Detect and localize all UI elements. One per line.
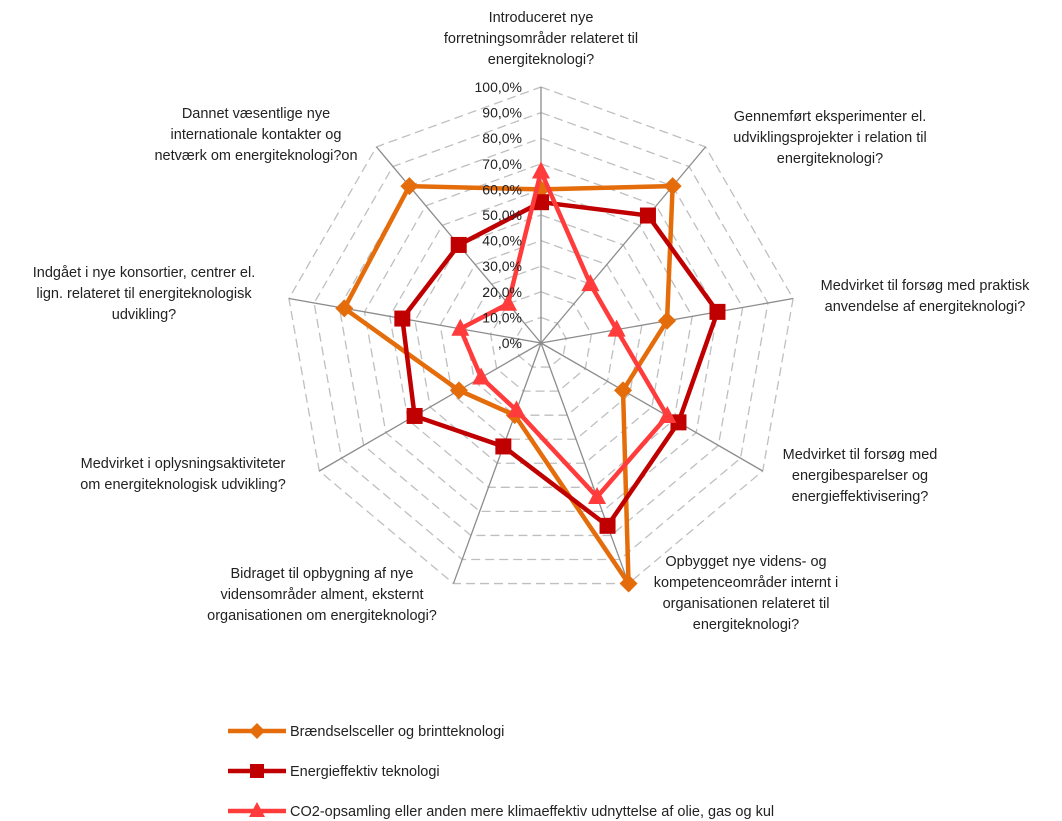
series-2	[394, 194, 726, 534]
tick-label: ,0%	[498, 335, 522, 351]
grid-ring	[363, 163, 719, 513]
category-label: Medvirket til forsøg med praktisk anvende…	[821, 278, 1030, 315]
data-point-marker	[658, 405, 677, 423]
tick-label: 20,0%	[482, 284, 522, 300]
grid-ring	[313, 111, 769, 561]
legend-label: Energieffektiv teknologi	[290, 764, 440, 780]
tick-label: 90,0%	[482, 105, 522, 121]
data-point-marker	[658, 311, 677, 330]
legend-item: Brændselsceller og brintteknologi	[228, 723, 504, 740]
category-label: Medvirket til forsøg med energibesparelse…	[783, 447, 938, 505]
legend-marker	[249, 723, 265, 739]
legend-item: CO2-opsamling eller anden mere klimaeffe…	[228, 802, 774, 820]
category-label: Bidraget til opbygning af nye vidensområd…	[207, 566, 437, 624]
radar-series	[335, 161, 726, 593]
legend-label: CO2-opsamling eller anden mere klimaeffe…	[290, 804, 774, 820]
category-label: Indgået i nye konsortier, centrer el. lig…	[33, 265, 255, 323]
category-label: Opbygget nye videns- og kompetenceområder…	[654, 554, 839, 633]
legend-item: Energieffektiv teknologi	[228, 764, 440, 780]
legend-label: Brændselsceller og brintteknologi	[290, 724, 504, 740]
data-point-marker	[663, 177, 682, 196]
data-point-marker	[499, 293, 518, 311]
data-point-marker	[449, 381, 468, 400]
data-point-marker	[495, 438, 512, 455]
series-line	[399, 199, 720, 530]
data-point-marker	[400, 177, 419, 196]
grid-ring	[414, 214, 668, 464]
grid-ring	[489, 291, 593, 392]
axis-spoke	[540, 342, 764, 472]
category-label: Dannet væsentlige nye internationale kont…	[154, 106, 357, 164]
data-point-marker	[533, 194, 549, 211]
tick-label: 40,0%	[482, 233, 522, 249]
tick-label: 50,0%	[482, 207, 522, 223]
grid-ring	[288, 86, 794, 585]
legend: Brændselsceller og brintteknologi Energie…	[228, 723, 774, 820]
category-label: Medvirket i oplysningsaktiviteter om ener…	[80, 456, 286, 493]
axis-spoke	[540, 146, 707, 344]
category-label: Introduceret nye forretningsområder relat…	[444, 10, 638, 68]
data-point-marker	[607, 319, 626, 337]
data-point-marker	[406, 407, 423, 424]
axis-spoke	[540, 342, 630, 584]
data-point-marker	[335, 299, 354, 318]
tick-label: 60,0%	[482, 181, 522, 197]
data-point-marker	[599, 517, 616, 534]
data-point-marker	[581, 274, 600, 292]
legend-marker	[250, 764, 264, 778]
tick-label: 30,0%	[482, 258, 522, 274]
data-point-marker	[639, 207, 656, 224]
grid-ring	[515, 316, 567, 368]
grid-ring	[389, 188, 693, 488]
radial-tick-labels: ,0% 10,0% 20,0% 30,0% 40,0% 50,0% 60,0% 70,0% 80…	[475, 79, 522, 351]
axis-spoke	[452, 342, 542, 584]
tick-label: 70,0%	[482, 156, 522, 172]
data-point-marker	[507, 400, 526, 418]
series-line	[457, 164, 671, 501]
tick-label: 10,0%	[482, 309, 522, 325]
data-point-marker	[709, 303, 726, 320]
data-point-marker	[532, 161, 550, 179]
category-labels: Introduceret nye forretningsområder relat…	[33, 10, 1030, 633]
legend-marker	[249, 802, 265, 817]
axis-spoke	[288, 297, 542, 344]
data-point-marker	[451, 318, 470, 336]
axis-spoke	[318, 342, 542, 472]
data-point-marker	[450, 236, 467, 253]
data-point-marker	[670, 414, 687, 431]
tick-label: 100,0%	[475, 79, 522, 95]
data-point-marker	[619, 574, 638, 593]
data-point-marker	[614, 381, 633, 400]
grid-ring	[338, 137, 744, 537]
data-point-marker	[472, 367, 491, 385]
data-point-marker	[588, 486, 607, 504]
tick-label: 80,0%	[482, 130, 522, 146]
series-3	[451, 161, 677, 504]
data-point-marker	[394, 310, 411, 327]
category-label: Gennemført eksperimenter el. udviklingspr…	[733, 109, 926, 167]
